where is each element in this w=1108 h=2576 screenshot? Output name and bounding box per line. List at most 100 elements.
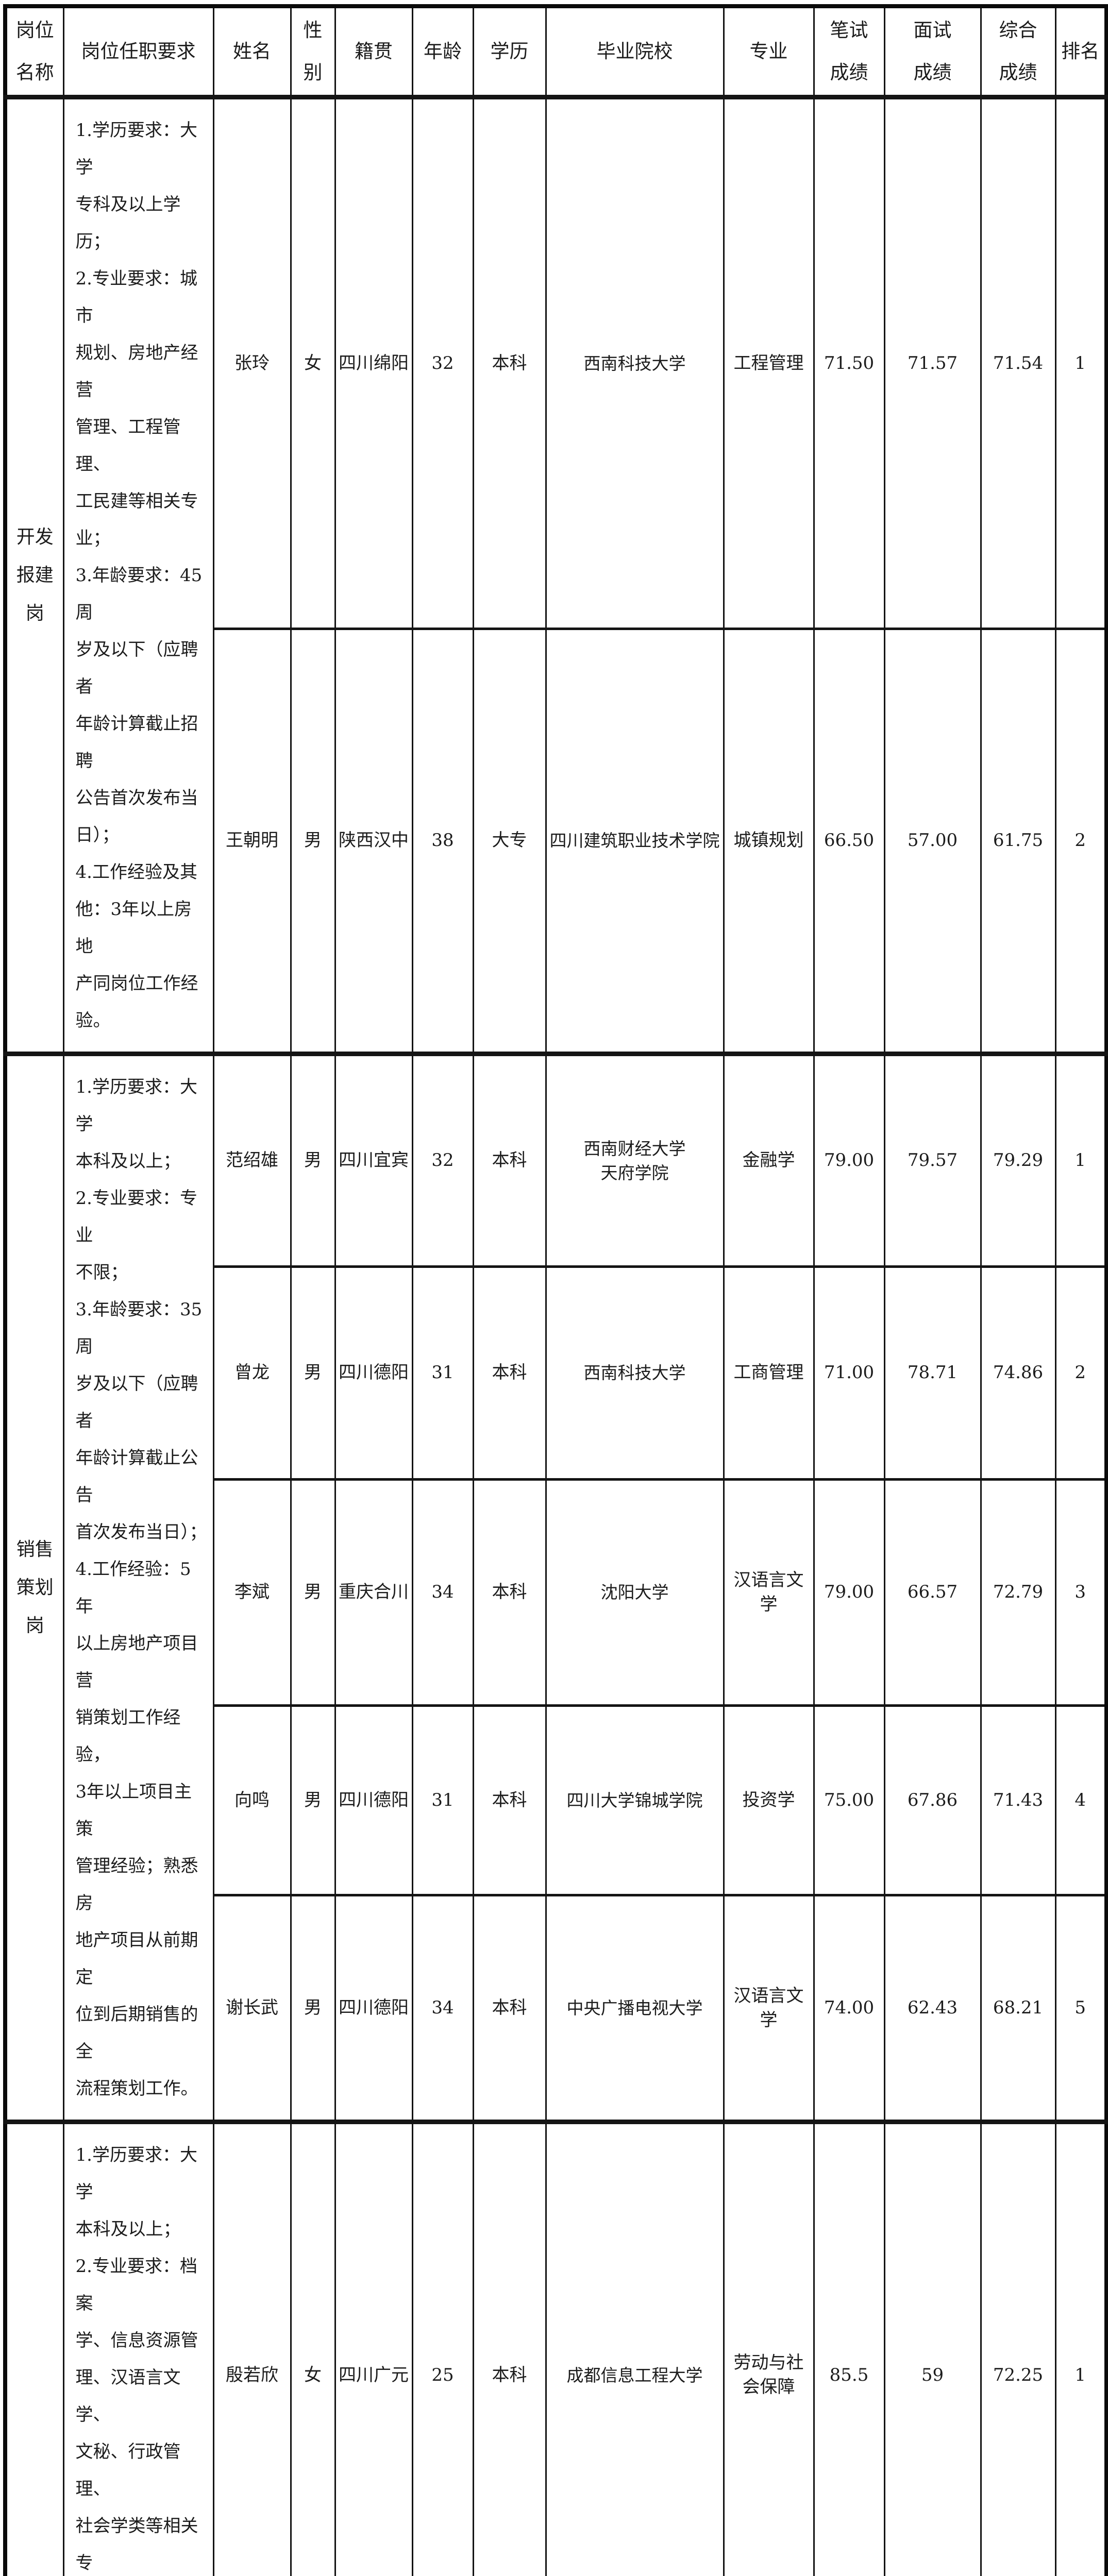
col-header-age: 年龄 — [411, 5, 474, 99]
cell-gender: 女 — [290, 95, 336, 630]
cell-education: 本科 — [472, 1894, 547, 2123]
cell-name: 张玲 — [212, 95, 292, 630]
position-name-cell: 开发 报建 岗 — [4, 95, 64, 1055]
cell-written-score: 71.00 — [813, 1265, 885, 1481]
cell-interview-score: 66.57 — [883, 1478, 982, 1707]
col-header-requirements: 岗位任职要求 — [62, 5, 214, 99]
cell-age: 34 — [411, 1894, 474, 2123]
cell-rank: 3 — [1054, 1478, 1107, 1707]
cell-major: 金融学 — [723, 1052, 815, 1268]
table-row: 开发 报建 岗 1.学历要求：大学 专科及以上学历； 2.专业要求：城市 规划、… — [4, 95, 1107, 1055]
cell-school: 四川大学锦城学院 — [545, 1704, 725, 1897]
cell-interview-score: 67.86 — [883, 1704, 982, 1897]
cell-interview-score: 59 — [883, 2120, 982, 2576]
cell-written-score: 74.00 — [813, 1894, 885, 2123]
cell-written-score: 79.00 — [813, 1052, 885, 1268]
cell-rank: 2 — [1054, 627, 1107, 1056]
cell-age: 31 — [411, 1265, 474, 1481]
cell-gender: 女 — [290, 2120, 336, 2576]
cell-age: 34 — [411, 1478, 474, 1707]
cell-rank: 5 — [1054, 1894, 1107, 2123]
cell-written-score: 75.00 — [813, 1704, 885, 1897]
cell-school: 中央广播电视大学 — [545, 1894, 725, 2123]
cell-school: 沈阳大学 — [545, 1478, 725, 1707]
table-row: 销售 策划 岗 1.学历要求：大学 本科及以上； 2.专业要求：专业 不限； 3… — [4, 1052, 1107, 2123]
cell-school: 成都信息工程大学 — [545, 2120, 725, 2576]
page: { "header": { "columns": [ "岗位\n名称", "岗位… — [0, 4, 1108, 2576]
cell-gender: 男 — [290, 1478, 336, 1707]
cell-rank: 1 — [1054, 2120, 1107, 2576]
recruitment-score-table: 岗位 名称 岗位任职要求 姓名 性 别 籍贯 年龄 学历 毕业院校 专业 笔试 … — [3, 4, 1108, 2576]
cell-interview-score: 71.57 — [883, 95, 982, 630]
cell-education: 本科 — [472, 95, 547, 630]
col-header-school: 毕业院校 — [545, 5, 725, 99]
cell-overall-score: 74.86 — [980, 1265, 1056, 1481]
cell-name: 殷若欣 — [212, 2120, 292, 2576]
cell-written-score: 79.00 — [813, 1478, 885, 1707]
cell-education: 本科 — [472, 1265, 547, 1481]
cell-name: 范绍雄 — [212, 1052, 292, 1268]
cell-overall-score: 72.79 — [980, 1478, 1056, 1707]
cell-major: 城镇规划 — [723, 627, 815, 1056]
cell-school: 西南科技大学 — [545, 1265, 725, 1481]
cell-overall-score: 79.29 — [980, 1052, 1056, 1268]
table-row: 行政 岗 1.学历要求：大学 本科及以上； 2.专业要求：档案 学、信息资源管 … — [4, 2120, 1107, 2576]
col-header-interview-score: 面试 成绩 — [883, 5, 982, 99]
col-header-name: 姓名 — [212, 5, 292, 99]
table-row: 李斌 男 重庆合川 34 本科 沈阳大学 汉语言文 学 79.00 66.57 … — [5, 1478, 1107, 1707]
cell-rank: 4 — [1054, 1704, 1107, 1897]
position-name-cell: 行政 岗 — [4, 2120, 64, 2576]
cell-written-score: 66.50 — [813, 627, 885, 1056]
cell-age: 32 — [411, 1052, 474, 1268]
requirements-cell: 1.学历要求：大学 本科及以上； 2.专业要求：档案 学、信息资源管 理、汉语言… — [62, 2120, 214, 2576]
cell-overall-score: 71.43 — [980, 1704, 1056, 1897]
cell-school: 四川建筑职业技术学院 — [545, 627, 725, 1056]
cell-gender: 男 — [290, 1265, 336, 1481]
cell-gender: 男 — [290, 1704, 336, 1897]
cell-name: 曾龙 — [212, 1265, 292, 1481]
cell-major: 工程管理 — [723, 95, 815, 630]
cell-education: 大专 — [472, 627, 547, 1056]
cell-name: 向鸣 — [212, 1704, 292, 1897]
col-header-rank: 排名 — [1054, 5, 1107, 99]
cell-hometown: 重庆合川 — [334, 1478, 413, 1707]
cell-written-score: 85.5 — [813, 2120, 885, 2576]
cell-hometown: 四川宜宾 — [334, 1052, 413, 1268]
cell-interview-score: 78.71 — [883, 1265, 982, 1481]
cell-interview-score: 79.57 — [883, 1052, 982, 1268]
cell-hometown: 四川德阳 — [334, 1265, 413, 1481]
cell-overall-score: 68.21 — [980, 1894, 1056, 2123]
cell-education: 本科 — [472, 1704, 547, 1897]
cell-gender: 男 — [290, 627, 336, 1056]
cell-age: 38 — [411, 627, 474, 1056]
cell-overall-score: 71.54 — [980, 95, 1056, 630]
cell-name: 王朝明 — [212, 627, 292, 1056]
cell-education: 本科 — [472, 1478, 547, 1707]
table-row: 向鸣 男 四川德阳 31 本科 四川大学锦城学院 投资学 75.00 67.86… — [5, 1704, 1107, 1897]
cell-interview-score: 57.00 — [883, 627, 982, 1056]
col-header-education: 学历 — [472, 5, 547, 99]
cell-education: 本科 — [472, 2120, 547, 2576]
cell-major: 汉语言文 学 — [723, 1894, 815, 2123]
cell-rank: 1 — [1054, 95, 1107, 630]
table-row: 谢长武 男 四川德阳 34 本科 中央广播电视大学 汉语言文 学 74.00 6… — [5, 1894, 1107, 2123]
cell-major: 投资学 — [723, 1704, 815, 1897]
col-header-overall-score: 综合 成绩 — [980, 5, 1056, 99]
cell-gender: 男 — [290, 1052, 336, 1268]
requirements-cell: 1.学历要求：大学 本科及以上； 2.专业要求：专业 不限； 3.年龄要求：35… — [62, 1052, 214, 2123]
cell-hometown: 四川德阳 — [334, 1704, 413, 1897]
cell-overall-score: 72.25 — [980, 2120, 1056, 2576]
cell-written-score: 71.50 — [813, 95, 885, 630]
cell-major: 工商管理 — [723, 1265, 815, 1481]
requirements-cell: 1.学历要求：大学 专科及以上学历； 2.专业要求：城市 规划、房地产经营 管理… — [62, 95, 214, 1055]
cell-rank: 2 — [1054, 1265, 1107, 1481]
cell-hometown: 四川广元 — [334, 2120, 413, 2576]
cell-school: 西南科技大学 — [545, 95, 725, 630]
cell-overall-score: 61.75 — [980, 627, 1056, 1056]
cell-hometown: 陕西汉中 — [334, 627, 413, 1056]
cell-interview-score: 62.43 — [883, 1894, 982, 2123]
cell-major: 汉语言文 学 — [723, 1478, 815, 1707]
cell-age: 32 — [411, 95, 474, 630]
cell-name: 谢长武 — [212, 1894, 292, 2123]
cell-age: 31 — [411, 1704, 474, 1897]
